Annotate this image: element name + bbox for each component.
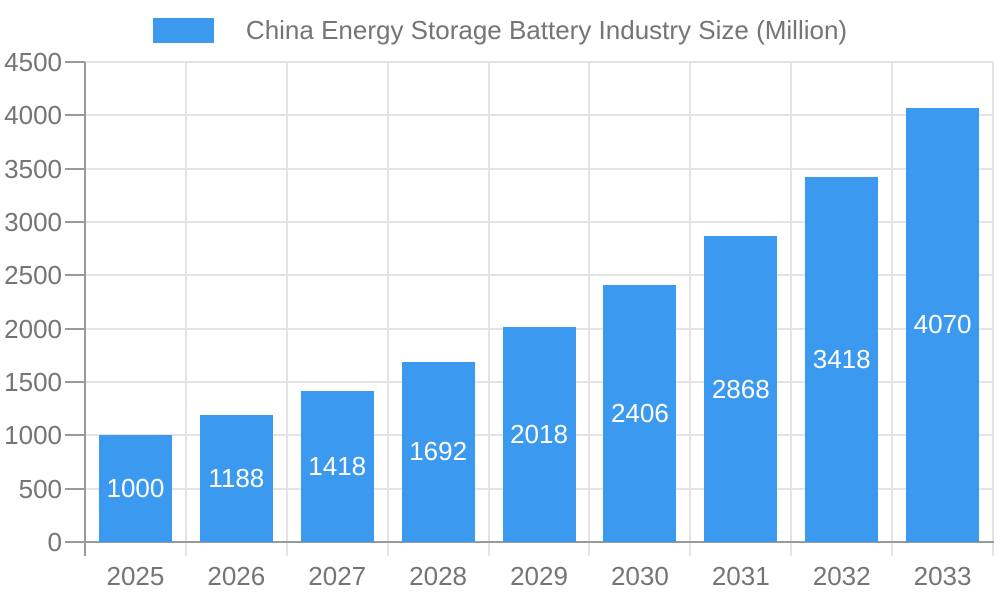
y-axis-label: 4000 — [4, 100, 62, 131]
gridline-vertical — [184, 62, 187, 556]
y-axis-tick — [65, 381, 85, 383]
legend: China Energy Storage Battery Industry Si… — [0, 12, 1000, 48]
y-axis-tick — [65, 114, 85, 117]
y-axis-label: 1000 — [4, 420, 62, 451]
x-axis-label: 2027 — [308, 561, 367, 591]
legend-label: China Energy Storage Battery Industry Si… — [245, 14, 848, 45]
bar-value-label: 1188 — [208, 463, 265, 494]
bar-value-label: 2868 — [711, 373, 770, 404]
bar: 4070 — [906, 107, 980, 542]
y-axis-tick — [65, 327, 85, 330]
bar: 2018 — [502, 326, 576, 542]
bar-value-label: 4070 — [913, 309, 972, 340]
x-axis-label: 2030 — [610, 561, 669, 591]
bar-value-label: 1692 — [409, 436, 468, 467]
x-axis-label: 2033 — [913, 561, 972, 591]
gridline-vertical — [386, 62, 389, 556]
y-axis-label: 1500 — [4, 367, 62, 397]
y-axis-line — [84, 62, 86, 556]
x-axis-label: 2026 — [207, 561, 266, 591]
bar-value-label: 3418 — [812, 344, 871, 375]
y-axis-label: 2000 — [4, 313, 62, 344]
x-axis-label: 2029 — [510, 561, 568, 591]
gridline-horizontal — [85, 61, 993, 63]
gridline-vertical — [992, 62, 994, 556]
gridline-horizontal — [85, 114, 993, 117]
bar: 1418 — [300, 390, 374, 542]
bar: 1188 — [199, 415, 273, 542]
x-axis-label: 2032 — [812, 561, 871, 591]
x-axis-line — [84, 541, 994, 543]
x-axis-label: 2031 — [711, 561, 770, 591]
y-axis-label: 500 — [18, 473, 62, 504]
x-axis-label: 2025 — [106, 561, 165, 591]
y-axis-tick — [65, 61, 85, 63]
y-axis-tick — [65, 167, 85, 170]
bar: 3418 — [805, 177, 879, 542]
y-axis-label: 4500 — [4, 47, 62, 77]
y-axis-tick — [65, 541, 85, 543]
gridline-vertical — [689, 62, 692, 556]
gridline-vertical — [285, 62, 288, 556]
y-axis-tick — [65, 274, 85, 277]
gridline-horizontal — [85, 274, 993, 277]
gridline-vertical — [487, 62, 490, 556]
gridline-horizontal — [85, 167, 993, 170]
y-axis-label: 0 — [47, 527, 62, 557]
bar-value-label: 1000 — [106, 473, 165, 504]
y-axis-tick — [65, 434, 85, 437]
y-axis-label: 3000 — [4, 207, 62, 237]
y-axis-label: 3500 — [4, 153, 62, 184]
gridline-vertical — [588, 62, 591, 556]
bar-value-label: 2406 — [610, 398, 669, 429]
gridline-vertical — [891, 62, 894, 556]
legend-swatch — [152, 17, 214, 43]
bar: 1000 — [98, 435, 172, 542]
gridline-horizontal — [85, 221, 993, 223]
bar: 2868 — [704, 236, 778, 542]
y-axis-label: 2500 — [4, 260, 62, 291]
bar-value-label: 1418 — [308, 450, 367, 481]
bar: 1692 — [401, 361, 475, 542]
y-axis-tick — [65, 221, 85, 223]
gridline-vertical — [790, 62, 793, 556]
bar-value-label: 2018 — [510, 418, 568, 449]
x-axis-label: 2028 — [409, 561, 468, 591]
y-axis-tick — [65, 487, 85, 490]
bar: 2406 — [603, 285, 677, 542]
